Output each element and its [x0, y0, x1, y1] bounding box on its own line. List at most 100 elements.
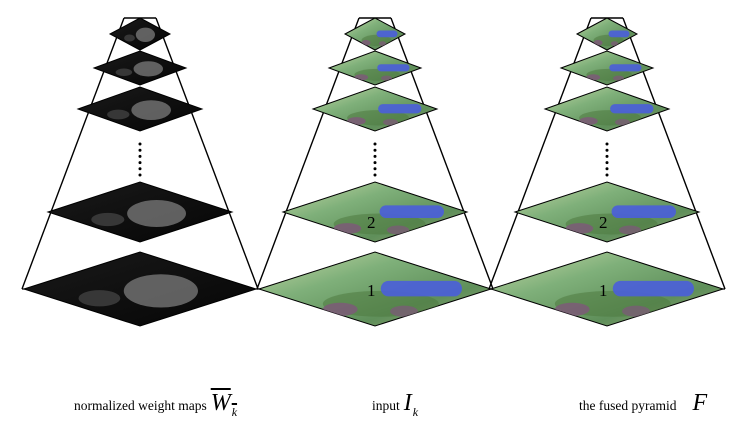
caption-fused-pyramid: the fused pyramid F [579, 390, 707, 417]
weight-blob [91, 212, 125, 227]
pyramid-level-5 [575, 17, 639, 51]
ellipsis-dot [138, 148, 142, 152]
level-number-label: 2 [367, 213, 376, 232]
pyramid-edge-left [488, 17, 592, 290]
ellipsis-dot [138, 167, 142, 171]
photo-purple-object [593, 39, 603, 46]
ellipsis-dot [373, 173, 377, 177]
caption-text: input [372, 398, 400, 413]
photo-blue-object [376, 30, 398, 38]
photo-blue-object [610, 104, 654, 114]
ellipsis-dot [373, 148, 377, 152]
photo-purple-object [386, 225, 410, 235]
photo-blue-object [612, 280, 694, 297]
pyramid-edge-right [622, 17, 726, 290]
ellipsis-dot [138, 173, 142, 177]
ellipsis-dot [605, 167, 609, 171]
ellipsis-dot [138, 154, 142, 158]
pyramid-level-2 [513, 181, 701, 243]
caption-symbol: Wk [210, 390, 238, 419]
caption-weight-maps: normalized weight maps Wk [74, 390, 238, 419]
pyramid-level-4 [92, 50, 188, 86]
caption-symbol: Ik [403, 390, 419, 419]
symbol-main: I [403, 390, 412, 416]
photo-purple-object [612, 75, 625, 81]
ellipsis-dot [373, 167, 377, 171]
weight-blob [133, 61, 163, 77]
ellipsis-dot [605, 142, 609, 146]
photo-blue-object [379, 205, 444, 218]
weight-blob [127, 200, 186, 227]
ellipsis-dot [605, 161, 609, 165]
weight-blob [123, 274, 198, 308]
photo-purple-object [378, 41, 387, 46]
photo-purple-object [322, 302, 358, 317]
photo-purple-object [354, 74, 369, 81]
photo-purple-object [610, 41, 619, 46]
photo-purple-object [333, 223, 362, 234]
pyramid-level-3 [76, 86, 204, 132]
pyramid-edge-left [21, 17, 125, 290]
photo-purple-object [618, 225, 642, 235]
weight-blob [124, 34, 135, 42]
photo-purple-object [347, 117, 366, 126]
ellipsis-dot [605, 154, 609, 158]
ellipsis-dot [138, 161, 142, 165]
pyramid-fused: 12 [488, 17, 726, 327]
pyramid-level-4 [559, 50, 655, 86]
pyramid-level-2 [46, 181, 234, 243]
pyramid-level-5 [108, 17, 172, 51]
pyramid-edge-left [256, 17, 360, 290]
photo-purple-object [622, 305, 650, 317]
ellipsis-dot [373, 154, 377, 158]
pyramid-level-1 [22, 251, 258, 327]
pyramid-input: 12 [256, 17, 494, 327]
level-number-label: 1 [367, 281, 376, 300]
pyramid-weights [21, 17, 259, 327]
weight-blob [131, 100, 171, 120]
photo-purple-object [383, 118, 398, 126]
photo-purple-object [390, 305, 418, 317]
symbol-subscript: k [231, 405, 238, 419]
photo-purple-object [615, 118, 630, 126]
pyramid-level-4 [327, 50, 423, 86]
weight-blob [78, 290, 121, 307]
symbol-main: F [692, 390, 708, 416]
caption-text: normalized weight maps [74, 398, 207, 413]
level-number-label: 2 [599, 213, 608, 232]
photo-blue-object [377, 64, 410, 72]
photo-blue-object [611, 205, 676, 218]
symbol-main: W [210, 390, 231, 416]
caption-text: the fused pyramid [579, 398, 677, 413]
photo-purple-object [579, 117, 598, 126]
photo-purple-object [380, 75, 393, 81]
photo-blue-object [378, 104, 422, 114]
pyramid-edge-right [390, 17, 494, 290]
pyramid-level-3 [543, 86, 671, 132]
pyramid-level-2 [281, 181, 469, 243]
pyramid-level-3 [311, 86, 439, 132]
photo-blue-object [608, 30, 630, 38]
weight-blob [115, 68, 133, 76]
ellipsis-dot [605, 148, 609, 152]
ellipsis-dot [138, 142, 142, 146]
symbol-subscript: k [412, 405, 419, 419]
pyramid-edge-right [155, 17, 259, 290]
ellipsis-dot [373, 142, 377, 146]
photo-purple-object [361, 39, 371, 46]
weight-blob [135, 27, 155, 42]
photo-blue-object [609, 64, 642, 72]
photo-purple-object [554, 302, 590, 317]
photo-blue-object [380, 280, 462, 297]
photo-purple-object [565, 223, 594, 234]
level-number-label: 1 [599, 281, 608, 300]
caption-symbol: F [692, 390, 707, 417]
pyramid-level-5 [343, 17, 407, 51]
caption-input: input Ik [372, 390, 419, 419]
ellipsis-dot [373, 161, 377, 165]
ellipsis-dot [605, 173, 609, 177]
photo-purple-object [586, 74, 601, 81]
weight-blob [107, 109, 130, 120]
pyramid-level-1 [489, 251, 725, 327]
